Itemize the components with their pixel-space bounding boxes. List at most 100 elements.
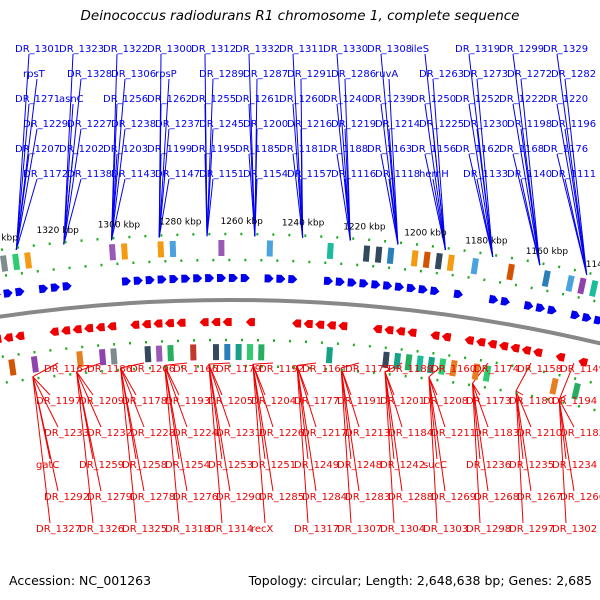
reverse-cog-box [438, 358, 447, 375]
reverse-leader-line [76, 371, 102, 428]
reverse-leader-line [558, 362, 575, 400]
forward-gene-label: DR_1245 [199, 119, 244, 130]
forward-cog-box [410, 250, 419, 267]
forward-cog-box [218, 239, 225, 257]
forward-cog-box [589, 280, 599, 297]
forward-cog-box [446, 254, 455, 272]
reverse-leader-line [76, 371, 94, 396]
reverse-gene-arrow [141, 319, 152, 329]
reverse-gene-label: DR_1209 [79, 396, 124, 407]
reverse-cog-box [426, 356, 436, 374]
scale-label: 1260 kbp [220, 217, 263, 227]
reverse-gene-arrow [303, 319, 313, 329]
forward-gene-arrow [359, 279, 369, 288]
forward-leader-line [476, 78, 494, 257]
forward-gene-label: DR_1195 [191, 144, 236, 155]
forward-gene-label: DR_1240 [323, 94, 368, 105]
reverse-leader-line [164, 365, 188, 492]
reverse-gene-arrow [578, 357, 589, 367]
forward-gene-arrow [228, 273, 238, 283]
forward-gene-arrow [523, 301, 534, 310]
reverse-leader-line [76, 371, 102, 492]
forward-gene-label: DR_1176 [543, 144, 588, 155]
forward-leader-line [111, 103, 118, 241]
forward-gene-arrow [593, 315, 600, 325]
reverse-leader-line [120, 367, 145, 428]
forward-gene-arrow [62, 282, 72, 291]
forward-leader-line [344, 178, 351, 241]
reverse-gene-arrow [499, 341, 509, 351]
forward-cog-box [577, 277, 587, 295]
reverse-leader-line [76, 362, 102, 373]
forward-gene-label: DR_1188 [323, 144, 368, 155]
forward-gene-label: DR_1322 [103, 44, 148, 55]
forward-leader-line [344, 128, 351, 241]
reverse-cog-box [155, 345, 163, 362]
forward-leader-line [432, 128, 446, 251]
reverse-gene-label: DR_1194 [552, 396, 597, 407]
reverse-gene-label: DR_1192 [259, 364, 304, 375]
reverse-leader-line [428, 376, 446, 492]
reverse-gene-label: DR_1278 [130, 492, 175, 503]
reverse-gene-label: DR_1259 [79, 460, 124, 471]
reverse-leader-line [252, 364, 274, 492]
reverse-cog-box [393, 352, 402, 370]
forward-leader-line [380, 153, 399, 245]
forward-leader-line [292, 103, 304, 238]
forward-gene-label: DR_1328 [67, 69, 112, 80]
reverse-gene-label: DR_1160 [431, 364, 476, 375]
reverse-leader-line [32, 376, 59, 428]
reverse-leader-line [472, 383, 489, 428]
reverse-leader-line [32, 376, 51, 396]
reverse-cog-box [571, 382, 581, 400]
reverse-leader-line [164, 365, 180, 396]
reverse-gene-arrow [430, 331, 440, 340]
forward-gene-label: DR_1299 [499, 44, 544, 55]
forward-gene-label: DR_1162 [455, 144, 500, 155]
forward-gene-arrow [406, 283, 416, 293]
reverse-gene-arrow [107, 322, 117, 331]
reverse-cog-box [325, 347, 333, 364]
forward-gene-label: DR_1168 [499, 144, 544, 155]
forward-gene-arrow [418, 284, 428, 294]
reverse-leader-line [120, 367, 137, 524]
reverse-leader-line [472, 383, 489, 492]
forward-leader-line [15, 128, 38, 250]
forward-leader-line [424, 103, 446, 251]
reverse-gene-arrow [130, 320, 140, 329]
forward-leader-line [63, 53, 74, 245]
forward-gene-arrow [181, 274, 191, 283]
forward-gene-label: DR_1163 [367, 144, 412, 155]
forward-gene-label: DR_1147 [155, 169, 200, 180]
forward-gene-label: DR_1214 [375, 119, 420, 130]
reverse-gene-label: DR_1231 [216, 428, 261, 439]
reverse-gene-label: DR_1210 [517, 428, 562, 439]
reverse-gene-label: DR_1326 [79, 524, 124, 535]
reverse-gene-label: DR_1175 [345, 364, 390, 375]
reverse-gene-label: DR_1197 [36, 396, 81, 407]
reverse-cog-box [167, 344, 174, 362]
forward-gene-label: DR_1239 [367, 94, 412, 105]
reverse-gene-arrow [199, 318, 209, 327]
forward-gene-label: DR_1237 [155, 119, 200, 130]
reverse-leader-line [296, 365, 317, 492]
forward-gene-arrow [145, 275, 155, 285]
forward-gene-label: DR_1306 [111, 69, 156, 80]
reverse-gene-label: gatC [36, 460, 59, 471]
track-boundary-3 [0, 364, 600, 413]
forward-gene-label: DR_1330 [323, 44, 368, 55]
reverse-gene-arrow [441, 332, 452, 342]
reverse-leader-line [32, 362, 59, 378]
reverse-leader-line [164, 362, 188, 366]
forward-gene-arrow [570, 310, 580, 320]
reverse-leader-line [252, 362, 274, 365]
forward-gene-label: DR_1202 [59, 144, 104, 155]
reverse-gene-label: DR_1254 [165, 460, 210, 471]
scale-label: 1140 kbp [586, 260, 600, 270]
reverse-leader-line [296, 365, 309, 460]
forward-cog-box [24, 252, 33, 269]
forward-gene-label: DR_1198 [507, 119, 552, 130]
reverse-gene-label: DR_1205 [208, 396, 253, 407]
forward-gene-label: rpsT [23, 69, 46, 80]
forward-leader-line [564, 178, 588, 275]
